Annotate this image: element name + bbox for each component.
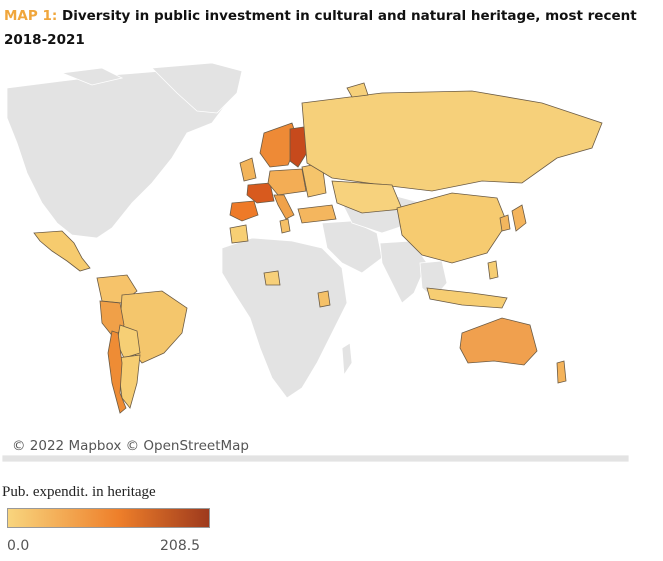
morocco	[229, 224, 249, 244]
japan	[511, 204, 527, 232]
australia	[459, 317, 538, 366]
chile	[107, 330, 127, 414]
russia	[301, 90, 603, 192]
map-title: MAP 1: Diversity in public investment in…	[4, 4, 654, 52]
france	[246, 182, 275, 204]
canada-arctic	[61, 67, 124, 86]
kazakhstan	[331, 180, 403, 214]
legend-title: Pub. expendit. in heritage	[2, 484, 156, 500]
indonesia	[426, 287, 508, 309]
legend-max-label: 208.5	[160, 538, 201, 554]
italy	[273, 194, 295, 220]
argentina	[116, 354, 141, 409]
uk-ireland	[239, 157, 257, 182]
norway-sweden	[259, 122, 299, 168]
kenya	[317, 290, 331, 308]
svalbard	[346, 82, 369, 98]
map-attribution: © 2022 Mapbox © OpenStreetMap	[8, 437, 253, 455]
korea	[499, 214, 511, 232]
finland	[289, 126, 309, 168]
madagascar	[341, 342, 353, 377]
new-zealand	[556, 360, 567, 384]
tunisia	[279, 218, 291, 234]
china	[396, 192, 508, 264]
philippines	[487, 260, 499, 280]
map-canvas	[2, 63, 629, 462]
turkey	[297, 204, 337, 224]
nigeria	[263, 270, 281, 286]
map-title-text: Diversity in public investment in cultur…	[4, 8, 637, 48]
africa-landmass	[221, 237, 348, 399]
legend-color-ramp	[7, 508, 210, 528]
world-map[interactable]	[2, 63, 629, 462]
legend-min-label: 0.0	[7, 538, 30, 554]
central-europe	[267, 168, 307, 196]
spain-portugal	[229, 200, 259, 222]
greenland	[151, 63, 243, 114]
mexico	[33, 230, 91, 272]
antarctica	[2, 454, 629, 462]
map-title-prefix: MAP 1:	[4, 8, 58, 24]
